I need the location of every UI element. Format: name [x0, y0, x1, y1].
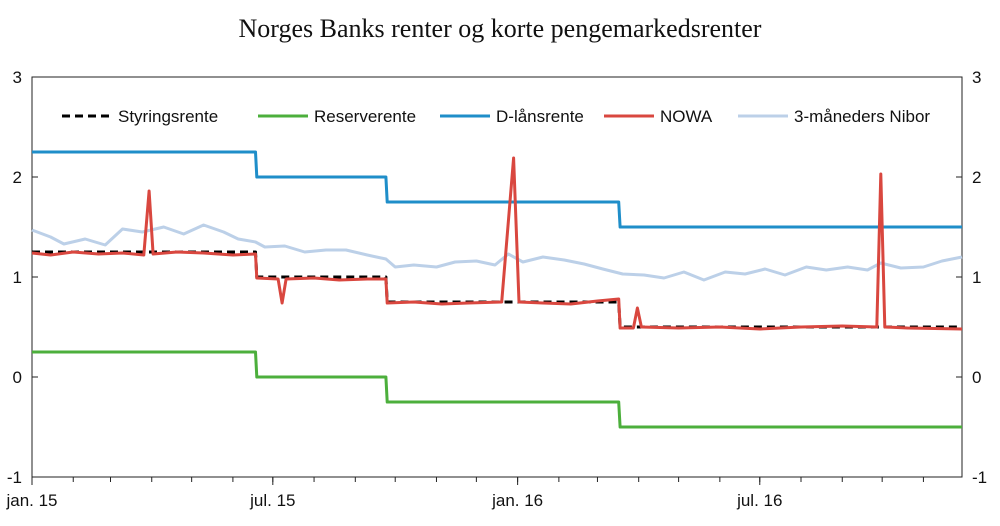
y-tick-label-right: 2 — [972, 168, 981, 187]
y-tick-label-right: 3 — [972, 68, 981, 87]
y-tick-label-left: -1 — [7, 468, 22, 487]
legend-label-0: Styringsrente — [118, 107, 218, 126]
y-tick-label-right: 1 — [972, 268, 981, 287]
axes: -1 -1 0 0 1 1 2 2 3 3 jan. 15 jul. 15 jan. 16 jul. 16 — [5, 68, 987, 510]
series-line-1 — [32, 350, 962, 429]
x-tick-label: jul. 16 — [736, 491, 782, 510]
y-tick-label-left: 3 — [13, 68, 22, 87]
x-tick-label: jan. 16 — [491, 491, 543, 510]
series-line-4 — [31, 223, 963, 282]
y-tick-label-right: -1 — [972, 468, 987, 487]
legend-label-4: 3-måneders Nibor — [794, 107, 930, 126]
legend: Styringsrente Reserverente D-lånsrente NOWA… — [62, 107, 930, 126]
chart-title: Norges Banks renter og korte pengemarked… — [238, 14, 762, 43]
series-line-3 — [31, 156, 963, 331]
plot-frame — [31, 76, 963, 478]
y-tick-label-left: 2 — [13, 168, 22, 187]
series-lines — [31, 150, 963, 429]
series-line-2 — [32, 150, 962, 229]
x-tick-label: jan. 15 — [5, 491, 57, 510]
y-tick-label-left: 1 — [13, 268, 22, 287]
legend-label-1: Reserverente — [314, 107, 416, 126]
legend-label-3: NOWA — [660, 107, 713, 126]
y-tick-label-right: 0 — [972, 368, 981, 387]
legend-label-2: D-lånsrente — [496, 107, 584, 126]
x-tick-label: jul. 15 — [249, 491, 295, 510]
y-tick-label-left: 0 — [13, 368, 22, 387]
